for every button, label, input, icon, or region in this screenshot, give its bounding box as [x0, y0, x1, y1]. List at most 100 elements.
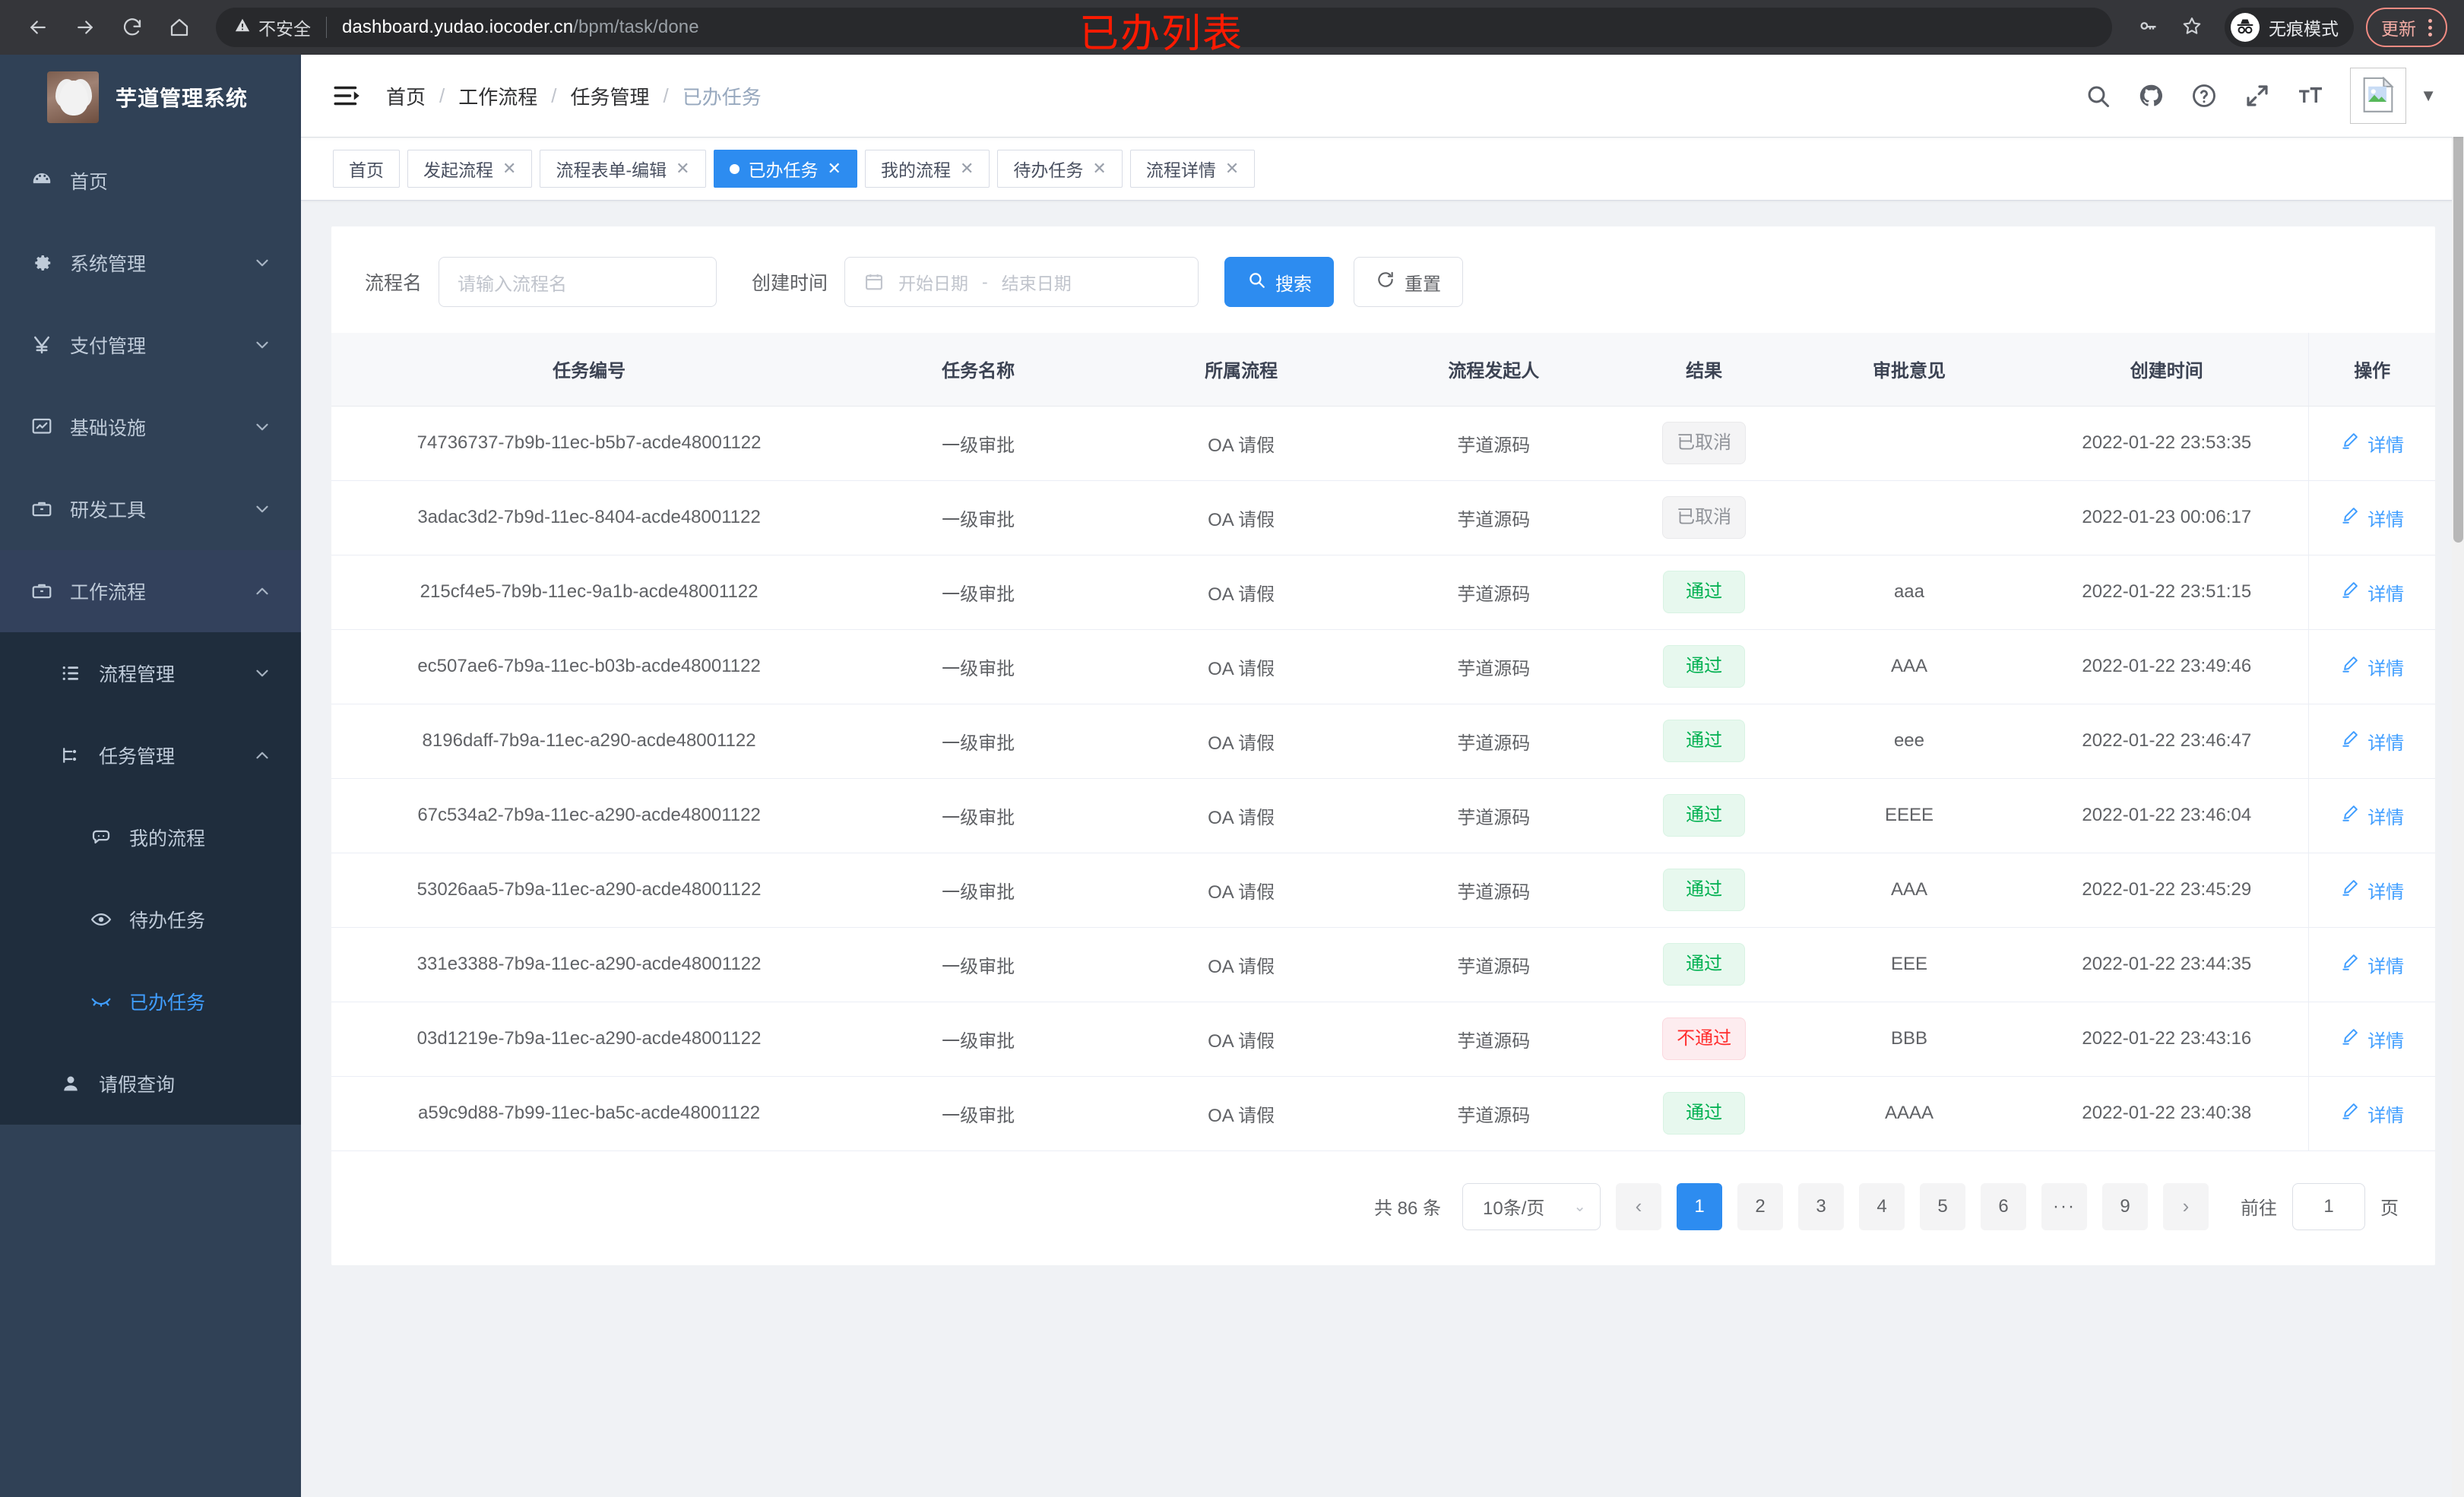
fullscreen-icon[interactable]	[2244, 82, 2271, 109]
sidebar-item-process-management[interactable]: 流程管理	[0, 632, 301, 714]
kebab-menu-icon[interactable]	[2422, 18, 2438, 36]
breadcrumb-item-0[interactable]: 首页	[386, 85, 426, 109]
sidebar-item-leave-query[interactable]: 请假查询	[0, 1043, 301, 1125]
page-ellipsis[interactable]: ···	[2041, 1182, 2087, 1230]
page-button-3[interactable]: 3	[1798, 1182, 1844, 1230]
cell-create-time: 2022-01-22 23:46:04	[2025, 778, 2309, 853]
chevron-down-icon[interactable]: ▼	[2420, 86, 2437, 105]
detail-button[interactable]: 详情	[2340, 654, 2404, 680]
close-icon[interactable]: ✕	[1092, 159, 1107, 178]
process-name-placeholder: 请输入流程名	[458, 274, 568, 295]
sidebar-item-todo-task[interactable]: 待办任务	[0, 878, 301, 961]
prev-page-button[interactable]: ‹	[1616, 1182, 1661, 1230]
tab-label: 待办任务	[1013, 160, 1084, 180]
sidebar-item-workflow[interactable]: 工作流程	[0, 550, 301, 632]
brand-title: 芋道管理系统	[116, 87, 249, 110]
page-size-select[interactable]: 10条/页 ⌄	[1462, 1182, 1601, 1230]
page-button-6[interactable]: 6	[1981, 1182, 2026, 1230]
cell-starter: 芋道源码	[1373, 1076, 1615, 1151]
incognito-indicator[interactable]: 无痕模式	[2225, 8, 2354, 47]
cell-starter: 芋道源码	[1373, 704, 1615, 779]
detail-button[interactable]: 详情	[2340, 1100, 2404, 1127]
table-row: 331e3388-7b9a-11ec-a290-acde48001122 一级审批…	[331, 927, 2435, 1002]
sidebar-item-done-task[interactable]: 已办任务	[0, 961, 301, 1043]
tab-todo-task[interactable]: 待办任务 ✕	[997, 150, 1123, 188]
tab-home[interactable]: 首页	[333, 150, 400, 188]
security-label: 不安全	[258, 19, 311, 39]
page-scrollbar-thumb[interactable]	[2453, 56, 2463, 543]
page-button-1[interactable]: 1	[1677, 1182, 1722, 1230]
reload-button[interactable]	[111, 6, 154, 49]
help-circle-icon[interactable]	[2190, 82, 2218, 109]
close-icon[interactable]: ✕	[827, 159, 841, 178]
reset-button[interactable]: 重置	[1354, 257, 1464, 307]
font-size-icon[interactable]	[2297, 82, 2324, 109]
address-bar[interactable]: 不安全 dashboard.yudao.iocoder.cn/bpm/task/…	[216, 8, 2112, 47]
update-button[interactable]: 更新	[2366, 8, 2447, 47]
sidebar-item-task-management[interactable]: 任务管理	[0, 714, 301, 796]
sidebar-item-label: 已办任务	[129, 992, 206, 1014]
detail-button[interactable]: 详情	[2340, 505, 2404, 531]
page-button-2[interactable]: 2	[1737, 1182, 1783, 1230]
close-icon[interactable]: ✕	[502, 159, 517, 178]
sidebar-item-infrastructure[interactable]: 基础设施	[0, 386, 301, 468]
detail-button[interactable]: 详情	[2340, 802, 2404, 829]
sidebar-item-payment[interactable]: 支付管理	[0, 304, 301, 386]
detail-button[interactable]: 详情	[2340, 1026, 2404, 1052]
detail-button[interactable]: 详情	[2340, 877, 2404, 904]
detail-label: 详情	[2367, 1105, 2405, 1126]
detail-button[interactable]: 详情	[2340, 951, 2404, 978]
cell-operation: 详情	[2308, 1002, 2435, 1077]
breadcrumb-item-1[interactable]: 工作流程	[458, 85, 538, 109]
column-header-opinion: 审批意见	[1793, 333, 2025, 407]
close-icon[interactable]: ✕	[1224, 159, 1240, 178]
sidebar-item-label: 我的流程	[129, 828, 206, 850]
cell-create-time: 2022-01-22 23:46:47	[2025, 704, 2309, 779]
process-name-input[interactable]: 请输入流程名	[439, 257, 717, 307]
sidebar-item-label: 工作流程	[70, 582, 147, 603]
github-icon[interactable]	[2137, 82, 2165, 109]
close-icon[interactable]: ✕	[959, 159, 974, 178]
search-button[interactable]: 搜索	[1224, 257, 1335, 307]
sidebar-item-devtools[interactable]: 研发工具	[0, 468, 301, 550]
process-name-label: 流程名	[365, 273, 423, 294]
sidebar-item-system[interactable]: 系统管理	[0, 222, 301, 304]
sidebar-item-my-process[interactable]: 我的流程	[0, 796, 301, 878]
detail-button[interactable]: 详情	[2340, 579, 2404, 606]
password-key-button[interactable]	[2127, 7, 2168, 48]
avatar[interactable]	[2350, 68, 2407, 124]
detail-button[interactable]: 详情	[2340, 430, 2404, 457]
tab-start-process[interactable]: 发起流程 ✕	[407, 150, 533, 188]
home-button[interactable]	[158, 6, 201, 49]
tab-process-detail[interactable]: 流程详情 ✕	[1129, 150, 1256, 188]
bookmark-button[interactable]	[2171, 7, 2212, 48]
cell-starter: 芋道源码	[1373, 853, 1615, 928]
detail-button[interactable]: 详情	[2340, 728, 2404, 755]
tab-done-task[interactable]: 已办任务 ✕	[713, 150, 857, 188]
cell-starter: 芋道源码	[1373, 778, 1615, 853]
cell-opinion: EEE	[1793, 927, 2025, 1002]
back-arrow-icon	[27, 16, 49, 39]
next-page-button[interactable]: ›	[2163, 1182, 2209, 1230]
close-icon[interactable]: ✕	[676, 159, 690, 178]
cell-task-id: 53026aa5-7b9a-11ec-a290-acde48001122	[331, 853, 847, 928]
brand[interactable]: 芋道管理系统	[0, 55, 301, 140]
forward-button[interactable]	[64, 6, 106, 49]
search-icon[interactable]	[2084, 82, 2111, 109]
page-button-4[interactable]: 4	[1859, 1182, 1905, 1230]
breadcrumb-separator: /	[663, 84, 669, 107]
breadcrumb-item-2[interactable]: 任务管理	[570, 85, 650, 109]
cell-task-name: 一级审批	[847, 778, 1110, 853]
back-button[interactable]	[17, 6, 59, 49]
security-warning[interactable]: 不安全	[234, 14, 311, 40]
page-button-5[interactable]: 5	[1920, 1182, 1965, 1230]
page-button-9[interactable]: 9	[2102, 1182, 2148, 1230]
tab-process-form-edit[interactable]: 流程表单-编辑 ✕	[540, 150, 706, 188]
sidebar-item-label: 流程管理	[99, 664, 176, 685]
hamburger-icon[interactable]	[331, 80, 363, 112]
tab-my-process[interactable]: 我的流程 ✕	[864, 150, 990, 188]
create-time-range-picker[interactable]: 开始日期 - 结束日期	[844, 257, 1199, 307]
jump-page-input[interactable]: 1	[2292, 1182, 2365, 1230]
sidebar-item-home[interactable]: 首页	[0, 140, 301, 222]
dashboard-icon	[30, 169, 70, 192]
